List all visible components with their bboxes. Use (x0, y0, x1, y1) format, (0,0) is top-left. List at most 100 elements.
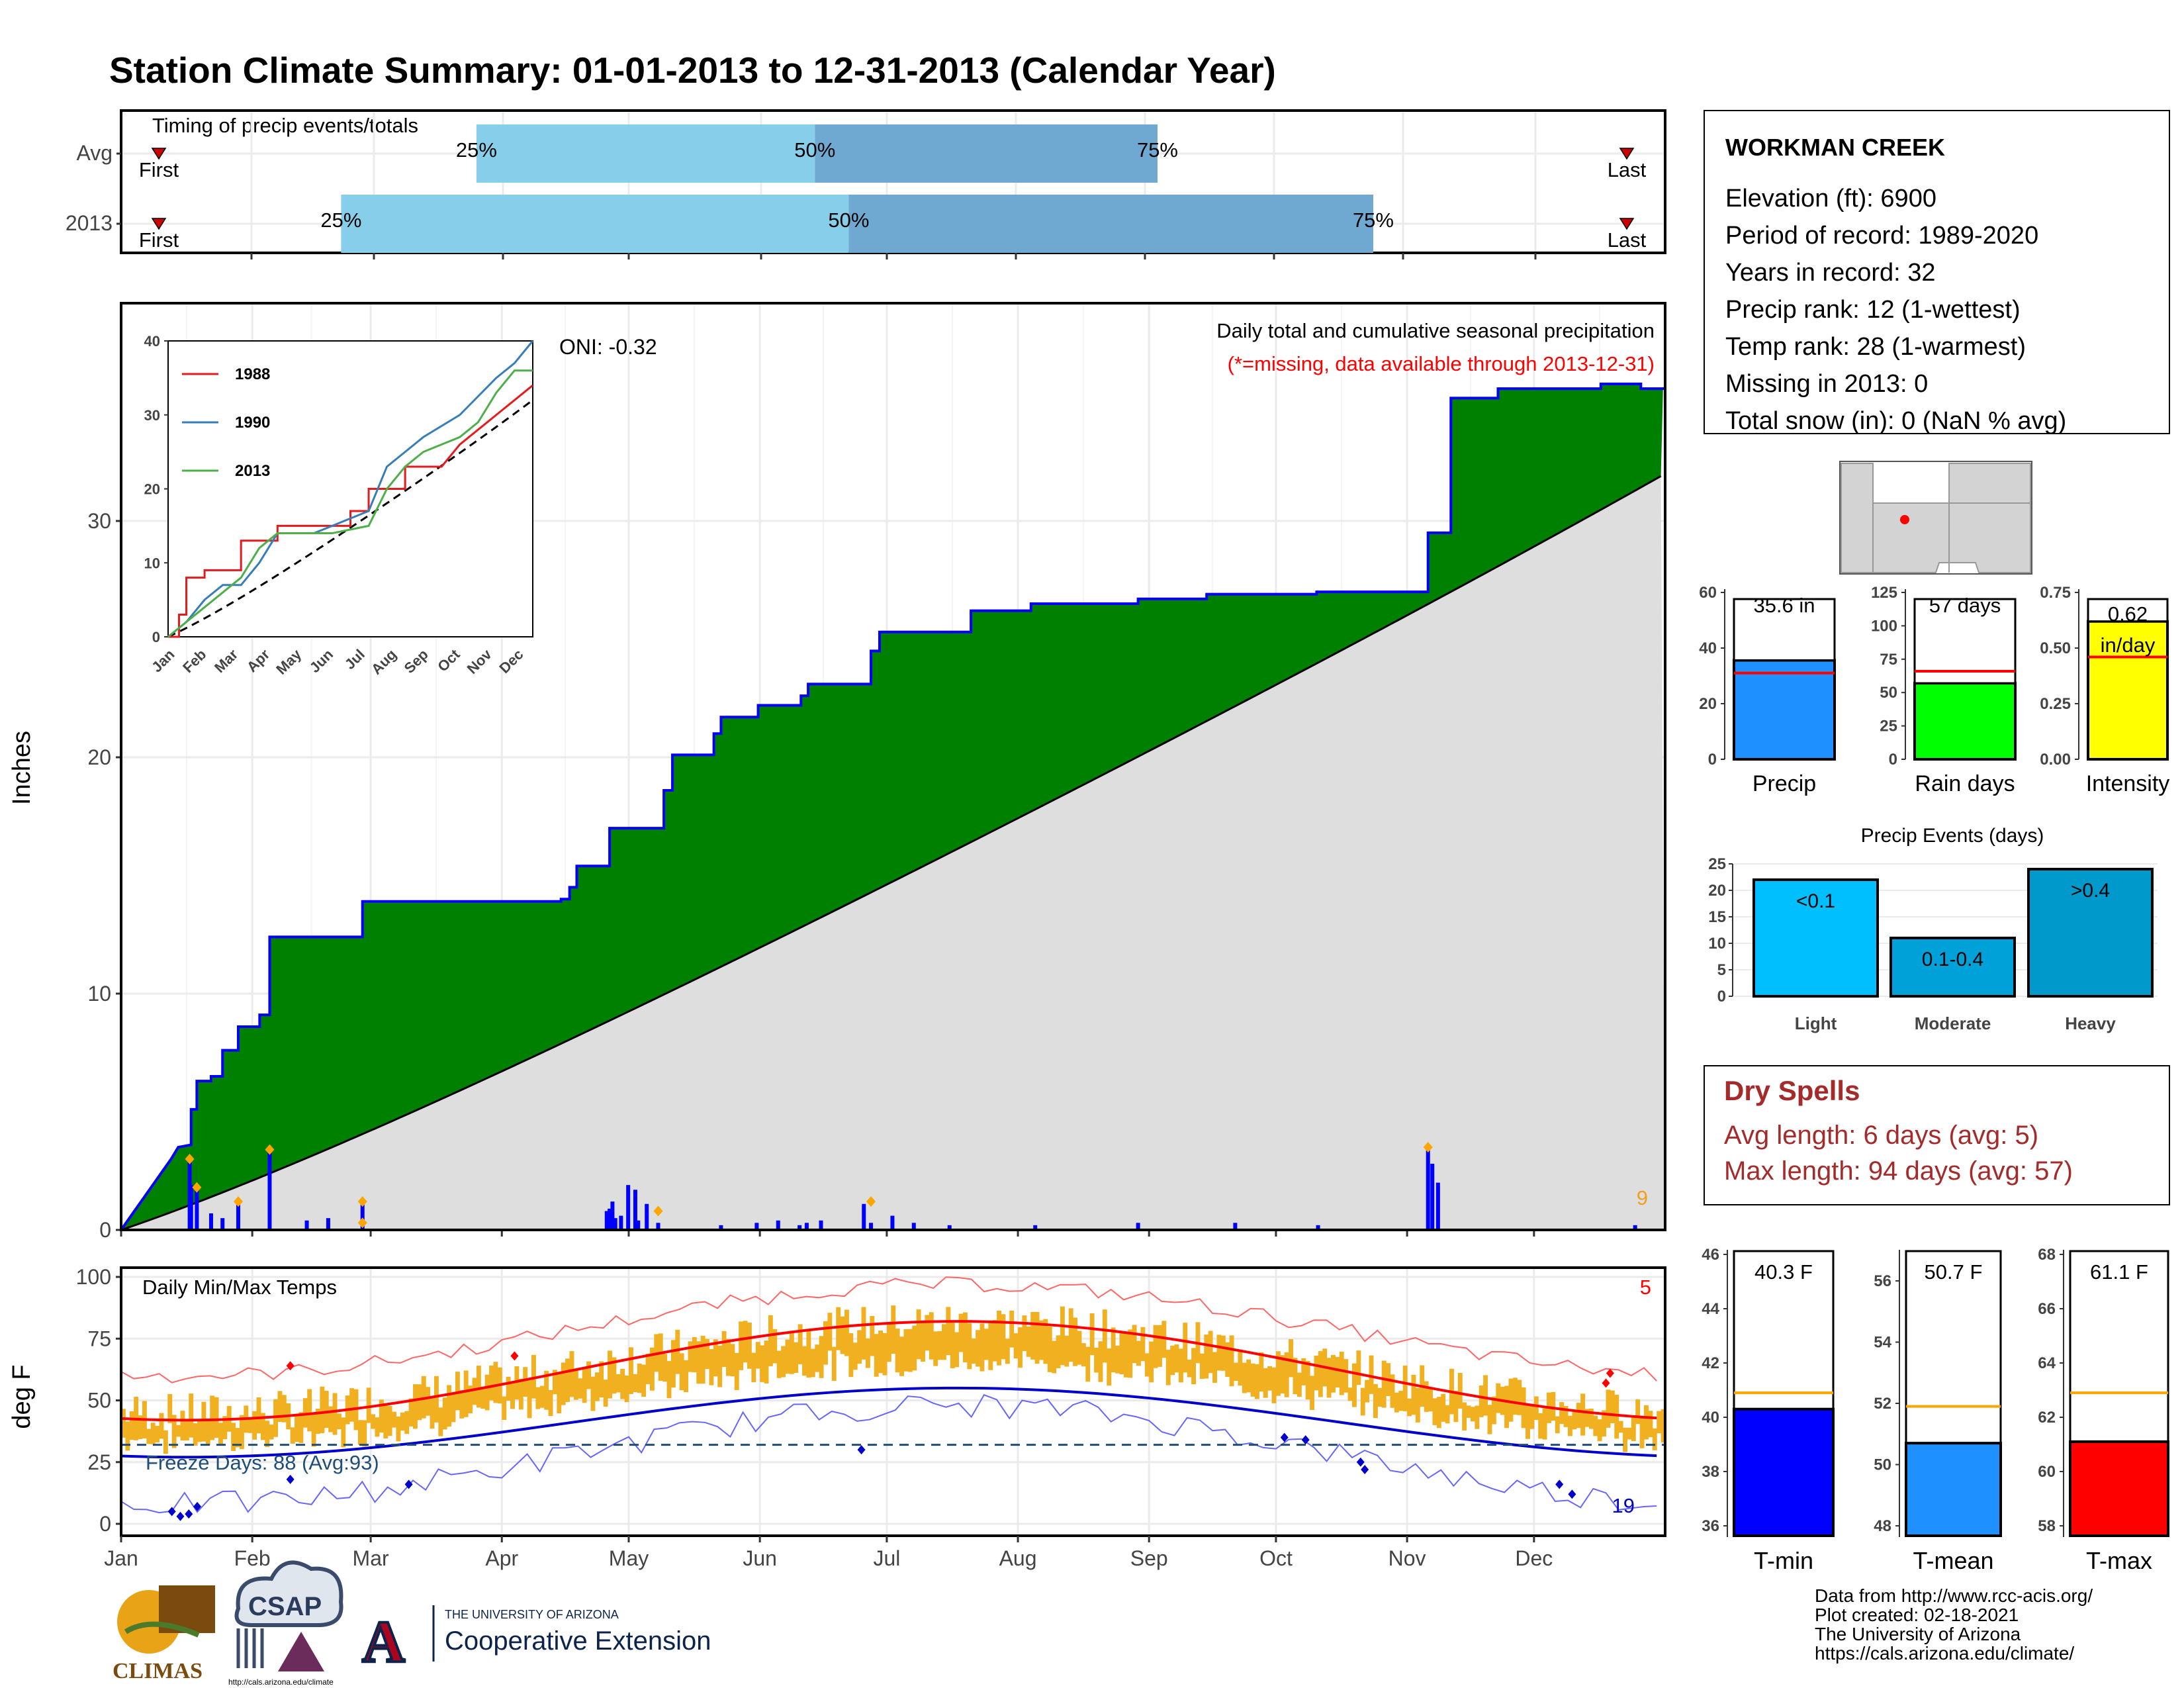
timing-bar-q2 (341, 195, 849, 253)
daily-temp-bar (1119, 1332, 1124, 1375)
csap-cloud (234, 1560, 343, 1627)
events-category-label: Light (1795, 1013, 1837, 1033)
daily-temp-bar (1453, 1391, 1459, 1423)
temp-tick-label: 68 (2038, 1246, 2056, 1264)
daily-precip-bar (804, 1223, 809, 1230)
summary-value-box (1733, 598, 1836, 661)
daily-temp-bar (1034, 1311, 1040, 1364)
daily-temp-bar (290, 1427, 295, 1444)
record-high-marker (286, 1361, 295, 1371)
daily-temp-bar (159, 1413, 164, 1439)
daily-temp-bar (903, 1329, 909, 1372)
daily-temp-bar (1508, 1378, 1514, 1422)
daily-temp-bar (1060, 1306, 1065, 1366)
month-label: Jun (743, 1546, 777, 1570)
daily-temp-bar (239, 1415, 244, 1450)
daily-temp-bar (852, 1342, 858, 1370)
summary-tick-label: 0.25 (2040, 695, 2071, 713)
daily-temp-bar (874, 1334, 879, 1377)
summary-tick-label: 0.00 (2040, 751, 2071, 769)
daily-temp-bar (882, 1333, 887, 1376)
temp-ytick-label: 0 (99, 1512, 111, 1536)
daily-temp-bar (1250, 1363, 1255, 1397)
daily-temp-bar (383, 1404, 388, 1439)
observed-line (120, 382, 1665, 1231)
temp-tick-label: 64 (2038, 1354, 2056, 1372)
daily-temp-bar (1077, 1331, 1082, 1365)
daily-temp-bar (1407, 1398, 1412, 1417)
month-label: Aug (999, 1546, 1037, 1570)
daily-temp-bar (417, 1384, 422, 1421)
daily-temp-bar (1039, 1320, 1044, 1360)
daily-temp-bar (819, 1336, 824, 1378)
daily-temp-bar (328, 1406, 334, 1432)
credit-line: Plot created: 02-18-2021 (1815, 1605, 2019, 1625)
daily-temp-bar (1475, 1405, 1480, 1429)
daily-temp-bar (392, 1411, 396, 1428)
precip-count: 9 (1637, 1186, 1648, 1209)
daily-temp-bar (433, 1376, 439, 1423)
record-low-marker (1301, 1435, 1310, 1445)
daily-temp-bar (692, 1336, 697, 1373)
temp-bar-label: T-min (1754, 1547, 1813, 1574)
daily-temp-bar (557, 1374, 562, 1414)
daily-temp-bar (1555, 1416, 1560, 1434)
daily-temp-bar (1047, 1326, 1052, 1372)
month-label: Jan (104, 1546, 138, 1570)
daily-temp-bar (578, 1378, 583, 1399)
summary-tick-label: 25 (1880, 718, 1897, 735)
daily-temp-bar (760, 1345, 765, 1382)
summary-tick-label: 0.75 (2040, 584, 2071, 602)
daily-temp-bar (1551, 1391, 1556, 1421)
temp-tick-label: 38 (1702, 1463, 1719, 1481)
daily-temp-bar (189, 1393, 194, 1438)
daily-temp-bar (1284, 1352, 1289, 1397)
daily-temp-bar (916, 1309, 921, 1360)
daily-temp-bar (1234, 1362, 1238, 1382)
month-label: Mar (353, 1546, 389, 1570)
daily-precip-bar (610, 1201, 615, 1230)
summary-value-label: 57 days (1929, 594, 2001, 617)
daily-temp-bar (201, 1401, 206, 1442)
daily-temp-bar (1466, 1405, 1471, 1418)
temp-tick-label: 48 (1874, 1517, 1891, 1535)
precip-ytick-label: 30 (87, 509, 111, 533)
daily-temp-bar (1052, 1340, 1057, 1374)
daily-temp-bar (599, 1361, 604, 1398)
daily-temp-bar (992, 1319, 997, 1362)
climas-swoosh (124, 1621, 200, 1638)
daily-temp-bar (810, 1348, 815, 1378)
daily-temp-bar (1326, 1358, 1332, 1398)
daily-temp-bar (776, 1350, 782, 1378)
credit-line: The University of Arizona (1815, 1624, 2021, 1644)
daily-temp-bar (1216, 1335, 1222, 1371)
daily-temp-bar (371, 1414, 376, 1429)
daily-precip-bar (1136, 1223, 1140, 1230)
month-label: Feb (234, 1546, 271, 1570)
daily-temp-bar (806, 1330, 811, 1378)
daily-temp-bar (155, 1426, 160, 1442)
daily-temp-bar (1470, 1407, 1475, 1422)
daily-temp-bar (1225, 1342, 1230, 1378)
daily-temp-bar (129, 1411, 134, 1440)
daily-temp-bar (1081, 1343, 1086, 1367)
daily-temp-bar (1521, 1387, 1526, 1429)
daily-precip-bar (869, 1223, 874, 1230)
daily-temp-bar (1593, 1415, 1598, 1436)
daily-temp-bar (967, 1323, 972, 1370)
temp-tick-label: 50 (1874, 1456, 1891, 1474)
events-bar-label: >0.4 (2071, 880, 2110, 902)
daily-temp-bar (633, 1374, 638, 1392)
daily-temp-bar (1238, 1350, 1243, 1386)
daily-temp-bar (1648, 1411, 1653, 1438)
daily-temp-bar (857, 1330, 862, 1364)
daily-temp-bar (1161, 1321, 1167, 1358)
daily-temp-bar (1542, 1408, 1547, 1440)
daily-temp-bar (1073, 1317, 1078, 1366)
daily-temp-bar (1293, 1358, 1298, 1395)
daily-temp-bar (1576, 1403, 1581, 1429)
daily-temp-bar (214, 1397, 219, 1438)
logos: CLIMAS CSAP http://cals.arizona.edu/clim… (113, 1560, 711, 1687)
daily-temp-bar (248, 1418, 253, 1433)
daily-temp-bar (1220, 1335, 1226, 1371)
